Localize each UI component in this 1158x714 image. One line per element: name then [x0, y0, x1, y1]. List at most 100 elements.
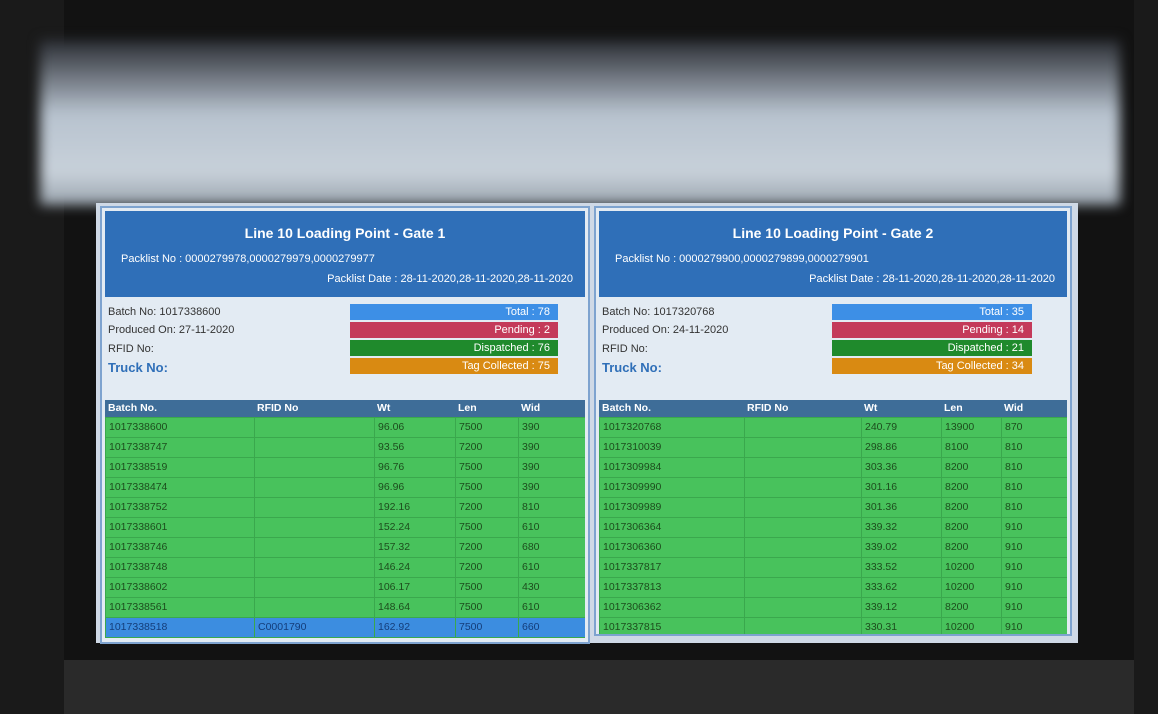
table-row: 1017337815 330.31 10200 910	[599, 618, 1067, 634]
table-cell: 1017309990	[599, 478, 744, 497]
table-cell: 870	[1001, 418, 1067, 437]
table-cell: 157.32	[374, 538, 455, 557]
table-cell: 7200	[455, 498, 518, 517]
table-cell	[744, 438, 861, 457]
table-cell: 7200	[455, 538, 518, 557]
header-cell: Wid	[1004, 402, 1024, 414]
table-cell: 1017338747	[105, 438, 254, 457]
header-cell: Len	[458, 402, 477, 414]
table-header: Batch No. RFID No Wt Len Wid	[599, 400, 1067, 418]
table-cell	[744, 618, 861, 634]
table-cell: 1017310039	[599, 438, 744, 457]
table-cell	[254, 498, 374, 517]
table-cell: 1017338474	[105, 478, 254, 497]
table-cell	[254, 458, 374, 477]
table-cell	[744, 498, 861, 517]
table-cell: 910	[1001, 538, 1067, 557]
header-cell: Wid	[521, 402, 541, 414]
table-row: 1017337817 333.52 10200 910	[599, 558, 1067, 578]
header-cell: Batch No.	[602, 402, 652, 414]
batch-no: Batch No: 1017338600	[108, 306, 221, 318]
table-cell	[254, 438, 374, 457]
table-cell: 240.79	[861, 418, 941, 437]
table-cell	[744, 458, 861, 477]
table-cell: C0001790	[254, 618, 374, 637]
table-cell: 7200	[455, 558, 518, 577]
monitor-bottom	[64, 660, 1134, 714]
packlist-no: Packlist No : 0000279978,0000279979,0000…	[121, 253, 375, 265]
table-cell: 10200	[941, 618, 1001, 634]
table-cell: 298.86	[861, 438, 941, 457]
table-cell: 910	[1001, 518, 1067, 537]
table-cell	[744, 558, 861, 577]
table-cell: 7500	[455, 458, 518, 477]
table-cell: 810	[1001, 498, 1067, 517]
table-cell: 390	[518, 458, 585, 477]
table-row: 1017338748 146.24 7200 610	[105, 558, 585, 578]
gate-panel: Line 10 Loading Point - Gate 1 Packlist N…	[100, 206, 590, 644]
panel-header: Line 10 Loading Point - Gate 2 Packlist N…	[599, 211, 1067, 297]
status-tag-collected: Tag Collected : 34	[832, 358, 1032, 374]
table-row: 1017337813 333.62 10200 910	[599, 578, 1067, 598]
table-cell: 152.24	[374, 518, 455, 537]
table-row: 1017320768 240.79 13900 870	[599, 418, 1067, 438]
table-cell: 910	[1001, 618, 1067, 634]
table-cell: 1017338518	[105, 618, 254, 637]
table-cell: 430	[518, 578, 585, 597]
table-cell	[254, 598, 374, 617]
table-cell	[744, 578, 861, 597]
table-row: 1017338519 96.76 7500 390	[105, 458, 585, 478]
table-cell: 106.17	[374, 578, 455, 597]
table-cell: 303.36	[861, 458, 941, 477]
status-tag-collected: Tag Collected : 75	[350, 358, 558, 374]
panel-title: Line 10 Loading Point - Gate 1	[244, 225, 446, 241]
table-cell: 8200	[941, 458, 1001, 477]
table-row: 1017309990 301.16 8200 810	[599, 478, 1067, 498]
table-cell	[744, 598, 861, 617]
rfid-no: RFID No:	[108, 343, 154, 355]
panel-title: Line 10 Loading Point - Gate 2	[732, 225, 934, 241]
table-cell: 7500	[455, 478, 518, 497]
table-cell: 7500	[455, 518, 518, 537]
blurred-area	[40, 40, 1120, 205]
table-cell: 1017338600	[105, 418, 254, 437]
table-row: 1017306362 339.12 8200 910	[599, 598, 1067, 618]
table-row: 1017306364 339.32 8200 910	[599, 518, 1067, 538]
table-cell: 1017338748	[105, 558, 254, 577]
packlist-date: Packlist Date : 28-11-2020,28-11-2020,28…	[327, 273, 573, 285]
table-cell: 680	[518, 538, 585, 557]
table-cell: 148.64	[374, 598, 455, 617]
status-total: Total : 35	[832, 304, 1032, 320]
table-row: 1017338601 152.24 7500 610	[105, 518, 585, 538]
table-cell: 390	[518, 418, 585, 437]
status-dispatched: Dispatched : 21	[832, 340, 1032, 356]
table-cell: 390	[518, 478, 585, 497]
table-cell: 146.24	[374, 558, 455, 577]
rfid-no: RFID No:	[602, 343, 648, 355]
table-row: 1017309989 301.36 8200 810	[599, 498, 1067, 518]
table-cell: 610	[518, 518, 585, 537]
header-cell: RFID No	[257, 402, 299, 414]
table-header: Batch No. RFID No Wt Len Wid	[105, 400, 585, 418]
table-cell: 10200	[941, 558, 1001, 577]
table-row: 1017338600 96.06 7500 390	[105, 418, 585, 438]
table-cell	[254, 538, 374, 557]
table-row: 1017338752 192.16 7200 810	[105, 498, 585, 518]
table-cell: 7500	[455, 418, 518, 437]
table-cell: 1017337815	[599, 618, 744, 634]
table-row: 1017306360 339.02 8200 910	[599, 538, 1067, 558]
table-cell: 910	[1001, 598, 1067, 617]
table-cell: 1017338601	[105, 518, 254, 537]
table-cell: 1017338752	[105, 498, 254, 517]
table-cell	[254, 558, 374, 577]
table-cell: 7200	[455, 438, 518, 457]
table-row: 1017338746 157.32 7200 680	[105, 538, 585, 558]
gate-panel: Line 10 Loading Point - Gate 2 Packlist N…	[594, 206, 1072, 636]
status-pending: Pending : 14	[832, 322, 1032, 338]
table-cell	[744, 538, 861, 557]
table-cell: 1017337817	[599, 558, 744, 577]
table-cell: 1017306362	[599, 598, 744, 617]
table-cell: 8100	[941, 438, 1001, 457]
table-cell: 7500	[455, 598, 518, 617]
table-cell: 1017338746	[105, 538, 254, 557]
